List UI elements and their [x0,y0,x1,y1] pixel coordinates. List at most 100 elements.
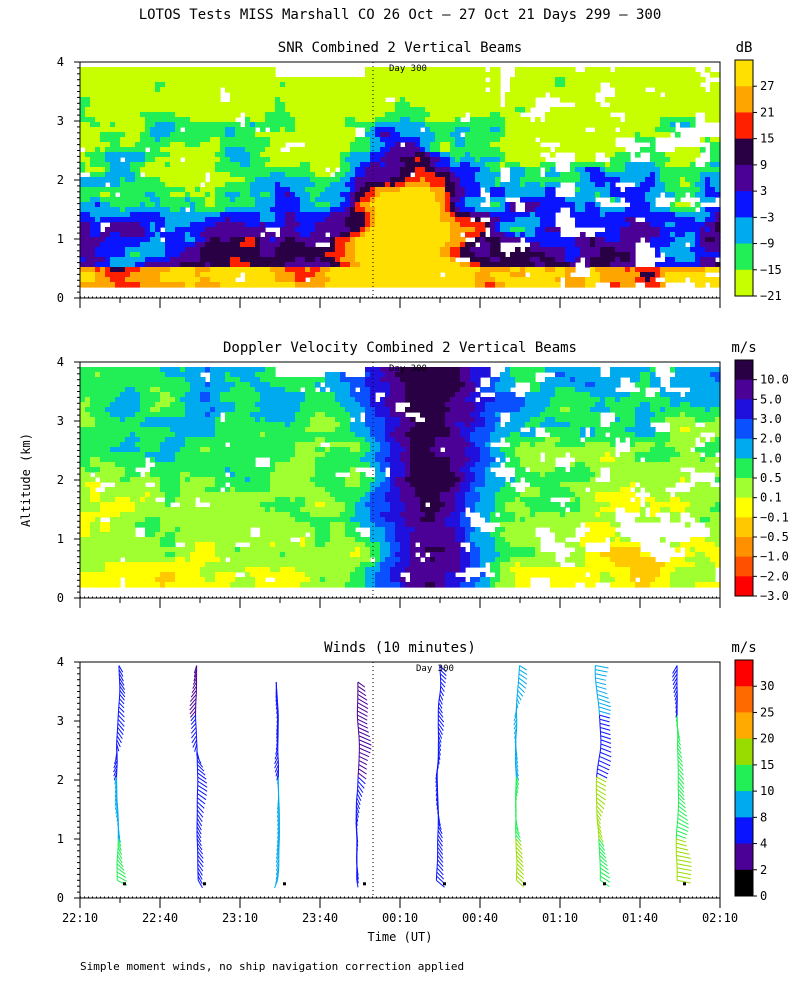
heatmap-cell [495,157,501,163]
heatmap-cell [630,77,636,83]
heatmap-cell [240,282,246,288]
heatmap-cell [400,77,406,83]
heatmap-cell [135,77,141,83]
heatmap-cell [345,277,351,283]
heatmap-cell [240,202,246,208]
heatmap-cell [310,152,316,158]
heatmap-cell [455,152,461,158]
heatmap-cell [510,202,516,208]
heatmap-cell [380,107,386,113]
heatmap-cell [620,167,626,173]
heatmap-cell [120,247,126,253]
heatmap-cell [585,197,591,203]
heatmap-cell [185,177,191,183]
heatmap-cell [595,112,601,118]
heatmap-cell [90,112,96,118]
heatmap-cell [570,77,576,83]
heatmap-cell [165,142,171,148]
heatmap-cell [515,112,521,118]
heatmap-cell [670,272,676,278]
heatmap-cell [220,107,226,113]
heatmap-cell [325,127,331,133]
heatmap-cell [320,252,326,258]
heatmap-cell [690,227,696,233]
heatmap-cell [250,267,256,273]
heatmap-cell [140,87,146,93]
heatmap-cell [495,152,501,158]
heatmap-cell [495,202,501,208]
heatmap-cell [170,72,176,78]
heatmap-cell [130,97,136,103]
heatmap-cell [175,82,181,88]
heatmap-cell [310,132,316,138]
heatmap-cell [340,137,346,143]
heatmap-cell [670,182,676,188]
heatmap-cell [190,272,196,278]
heatmap-cell [325,257,331,263]
heatmap-cell [180,237,186,243]
heatmap-cell [485,247,491,253]
heatmap-cell [105,187,111,193]
heatmap-cell [360,172,366,178]
heatmap-cell [575,122,581,128]
heatmap-cell [195,177,201,183]
heatmap-cell [630,117,636,123]
heatmap-cell [355,152,361,158]
heatmap-cell [440,97,446,103]
heatmap-cell [680,167,686,173]
heatmap-cell [110,227,116,233]
heatmap-cell [300,282,306,288]
heatmap-cell [340,167,346,173]
heatmap-cell [390,262,396,268]
heatmap-cell [115,107,121,113]
heatmap-cell [135,102,141,108]
heatmap-cell [105,72,111,78]
heatmap-cell [115,117,121,123]
heatmap-cell [125,247,131,253]
heatmap-cell [110,197,116,203]
heatmap-cell [320,247,326,253]
heatmap-cell [660,242,666,248]
heatmap-cell [350,107,356,113]
heatmap-cell [185,267,191,273]
heatmap-cell [85,87,91,93]
heatmap-cell [145,202,151,208]
heatmap-cell [420,257,426,263]
heatmap-cell [605,132,611,138]
heatmap-cell [95,77,101,83]
heatmap-cell [645,172,651,178]
heatmap-cell [430,72,436,78]
heatmap-cell [525,107,531,113]
heatmap-cell [560,252,566,258]
heatmap-cell [550,182,556,188]
heatmap-cell [180,162,186,168]
heatmap-cell [395,212,401,218]
heatmap-cell [590,72,596,78]
heatmap-cell [370,102,376,108]
heatmap-cell [555,267,561,273]
heatmap-cell [140,167,146,173]
heatmap-cell [645,237,651,243]
heatmap-cell [570,147,576,153]
heatmap-cell [135,272,141,278]
heatmap-cell [525,97,531,103]
heatmap-cell [630,207,636,213]
heatmap-cell [580,127,586,133]
heatmap-cell [270,122,276,128]
heatmap-cell [90,192,96,198]
heatmap-cell [205,122,211,128]
heatmap-cell [510,167,516,173]
heatmap-cell [660,237,666,243]
heatmap-cell [360,102,366,108]
heatmap-cell [355,227,361,233]
heatmap-cell [400,202,406,208]
heatmap-cell [605,232,611,238]
heatmap-cell [365,92,371,98]
heatmap-cell [525,187,531,193]
heatmap-cell [270,167,276,173]
heatmap-cell [90,102,96,108]
heatmap-cell [135,252,141,258]
heatmap-cell [485,222,491,228]
heatmap-cell [365,252,371,258]
heatmap-cell [130,252,136,258]
